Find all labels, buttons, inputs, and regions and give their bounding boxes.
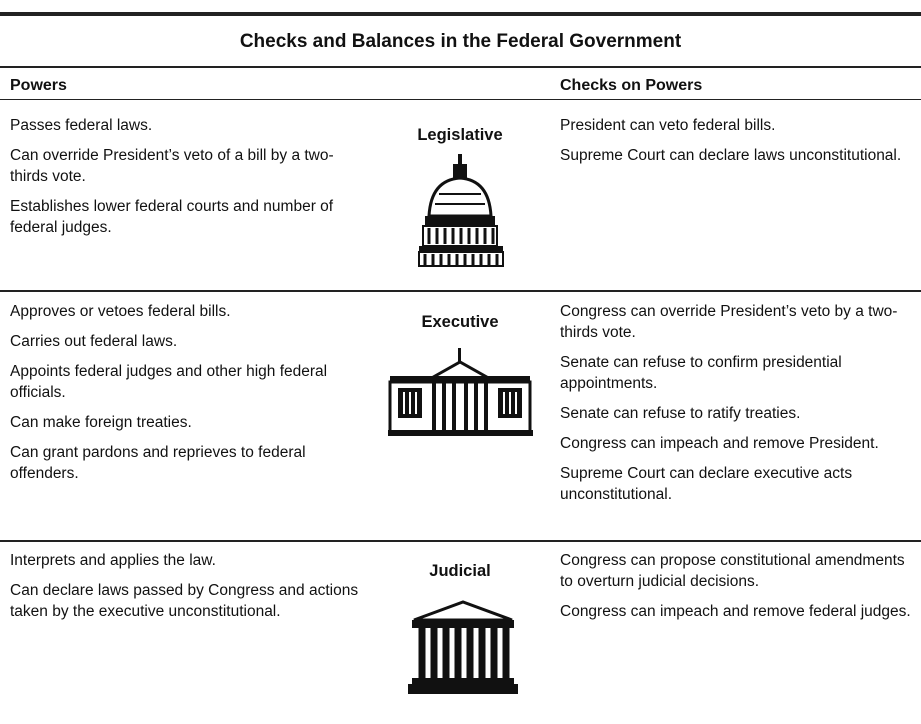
branch-name: Legislative [417,126,503,144]
title-rule [0,66,921,68]
powers-header: Powers [10,77,67,94]
header-rule [0,99,921,100]
checks-cell: President can veto federal bills. Supreme… [560,115,915,175]
check-item: Congress can impeach and remove federal … [560,603,911,620]
check-item: President can veto federal bills. [560,117,776,134]
top-rule [0,12,921,16]
row-rule [0,540,921,542]
checks-cell: Congress can propose constitutional amen… [560,550,915,631]
check-item: Senate can refuse to confirm presidentia… [560,354,842,392]
branch-name: Judicial [429,562,491,580]
power-item: Approves or vetoes federal bills. [10,303,231,320]
white-house-icon [388,348,533,436]
check-item: Senate can refuse to ratify treaties. [560,405,801,422]
checks-cell: Congress can override President’s veto b… [560,301,915,514]
power-item: Can declare laws passed by Congress and … [10,582,359,620]
power-item: Establishes lower federal courts and num… [10,198,334,236]
row-rule [0,290,921,292]
power-item: Appoints federal judges and other high f… [10,363,328,401]
checks-header: Checks on Powers [560,77,703,94]
check-item: Congress can override President’s veto b… [560,303,898,341]
supreme-court-icon [408,600,518,694]
power-item: Interprets and applies the law. [10,552,216,569]
check-item: Congress can propose constitutional amen… [560,552,905,590]
powers-cell: Interprets and applies the law. Can decla… [10,550,370,631]
power-item: Passes federal laws. [10,117,153,134]
power-item: Can override President’s veto of a bill … [10,147,334,185]
branch-name: Executive [421,313,499,331]
power-item: Can make foreign treaties. [10,414,192,431]
capitol-icon [418,154,504,267]
check-item: Supreme Court can declare laws unconstit… [560,147,902,164]
check-item: Supreme Court can declare executive acts… [560,465,853,503]
powers-cell: Passes federal laws. Can override Preside… [10,115,370,247]
check-item: Congress can impeach and remove Presiden… [560,435,879,452]
power-item: Can grant pardons and reprieves to feder… [10,444,306,482]
table-title: Checks and Balances in the Federal Gover… [239,31,682,52]
power-item: Carries out federal laws. [10,333,178,350]
powers-cell: Approves or vetoes federal bills. Carries… [10,301,370,493]
